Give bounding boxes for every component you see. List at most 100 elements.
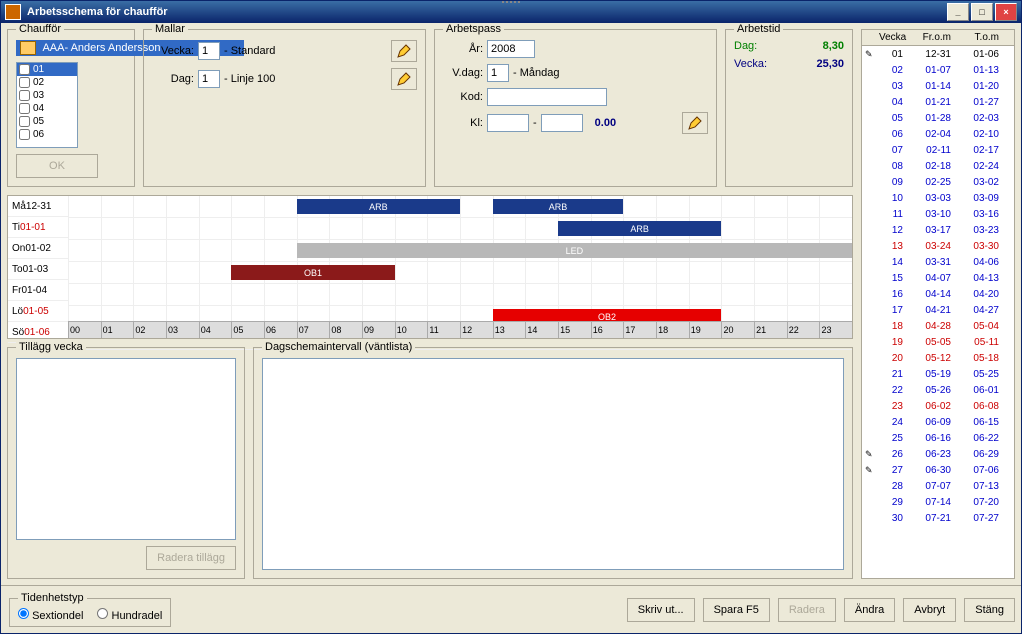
skriv-ut-button[interactable]: Skriv ut... — [627, 598, 695, 622]
tidenhet-sextiondel[interactable]: Sextiondel — [18, 608, 83, 622]
timeline-bar[interactable]: ARB — [493, 199, 624, 214]
week-table-row[interactable]: 2105-1905-25 — [862, 366, 1014, 382]
kl-duration: 0.00 — [595, 117, 616, 129]
week-table-row[interactable]: 2807-0707-13 — [862, 478, 1014, 494]
week-table-row[interactable]: 1103-1003-16 — [862, 206, 1014, 222]
chauffor-group: Chaufför AAA- Anders Andersson 01 02 03 … — [7, 29, 135, 187]
tidenhet-hundradel[interactable]: Hundradel — [97, 608, 162, 622]
avbryt-button[interactable]: Avbryt — [903, 598, 956, 622]
week-timeline[interactable]: Må 12-31Ti 01-01On 01-02To 01-03Fr 01-04… — [7, 195, 853, 339]
week-table-row[interactable]: 1604-1404-20 — [862, 286, 1014, 302]
resize-grip[interactable] — [481, 1, 541, 4]
radera-tillagg-button[interactable]: Radera tillägg — [146, 546, 236, 570]
week-table-row[interactable]: 0802-1802-24 — [862, 158, 1014, 174]
week-table-row[interactable]: 0201-0701-13 — [862, 62, 1014, 78]
timeline-row[interactable] — [68, 284, 852, 306]
andra-button[interactable]: Ändra — [844, 598, 895, 622]
mallar-dag-label: Dag: — [152, 73, 194, 85]
timeline-row[interactable]: OB1 — [68, 262, 852, 284]
week-table-row[interactable]: 1303-2403-30 — [862, 238, 1014, 254]
checklist-item[interactable]: 02 — [17, 76, 77, 89]
mallar-vecka-input[interactable] — [198, 42, 220, 60]
week-table-row[interactable]: 1804-2805-04 — [862, 318, 1014, 334]
week-table-row[interactable]: 1403-3104-06 — [862, 254, 1014, 270]
week-table-row[interactable]: 1203-1703-23 — [862, 222, 1014, 238]
vdag-input[interactable] — [487, 64, 509, 82]
radera-button[interactable]: Radera — [778, 598, 836, 622]
stang-button[interactable]: Stäng — [964, 598, 1015, 622]
pencil-icon — [688, 116, 702, 130]
week-table-row[interactable]: 0401-2101-27 — [862, 94, 1014, 110]
mallar-vecka-apply-button[interactable] — [391, 40, 417, 62]
kl-to-input[interactable] — [541, 114, 583, 132]
arbetstid-dag-label: Dag: — [734, 40, 757, 52]
week-table-row[interactable]: ✎2706-3007-06 — [862, 462, 1014, 478]
arbetstid-vecka-val: 25,30 — [816, 58, 844, 70]
week-table-row[interactable]: 2306-0206-08 — [862, 398, 1014, 414]
chauffor-checklist[interactable]: 01 02 03 04 05 06 — [16, 62, 78, 148]
arbetspass-group: Arbetspass År: V.dag: - Måndag Kod: — [434, 29, 717, 187]
timeline-bar[interactable]: ARB — [558, 221, 721, 236]
window-title: Arbetsschema för chaufför — [27, 6, 168, 18]
maximize-button[interactable]: □ — [971, 3, 993, 21]
week-table-row[interactable]: 2506-1606-22 — [862, 430, 1014, 446]
week-table-row[interactable]: 1504-0704-13 — [862, 270, 1014, 286]
spara-button[interactable]: Spara F5 — [703, 598, 770, 622]
week-table-row[interactable]: 1704-2104-27 — [862, 302, 1014, 318]
mallar-dag-apply-button[interactable] — [391, 68, 417, 90]
week-table-row[interactable]: 0702-1102-17 — [862, 142, 1014, 158]
vdag-name: - Måndag — [513, 67, 559, 79]
minimize-button[interactable]: _ — [947, 3, 969, 21]
week-table-header: Vecka Fr.o.m T.o.m — [862, 30, 1014, 46]
timeline-row[interactable]: LED — [68, 240, 852, 262]
week-table-row[interactable]: 2005-1205-18 — [862, 350, 1014, 366]
person-icon — [20, 41, 36, 55]
arbetstid-legend: Arbetstid — [734, 23, 783, 35]
week-table-row[interactable]: 0501-2802-03 — [862, 110, 1014, 126]
timeline-row-label: Sö 01-06 — [8, 322, 68, 343]
checklist-item[interactable]: 05 — [17, 115, 77, 128]
ar-label: År: — [443, 43, 483, 55]
kl-apply-button[interactable] — [682, 112, 708, 134]
week-table-row[interactable]: 1003-0303-09 — [862, 190, 1014, 206]
week-table-row[interactable]: 1905-0505-11 — [862, 334, 1014, 350]
week-table-row[interactable]: 2406-0906-15 — [862, 414, 1014, 430]
arbetstid-dag-val: 8,30 — [823, 40, 844, 52]
week-table-rows[interactable]: ✎0112-3101-060201-0701-130301-1401-20040… — [862, 46, 1014, 578]
app-icon — [5, 4, 21, 20]
mallar-vecka-name: - Standard — [224, 45, 387, 57]
week-table-row[interactable]: 3007-2107-27 — [862, 510, 1014, 526]
week-table-row[interactable]: 0301-1401-20 — [862, 78, 1014, 94]
arbetstid-group: Arbetstid Dag: 8,30 Vecka: 25,30 — [725, 29, 853, 187]
week-table-row[interactable]: 0902-2503-02 — [862, 174, 1014, 190]
week-table-row[interactable]: 0602-0402-10 — [862, 126, 1014, 142]
checklist-item[interactable]: 03 — [17, 89, 77, 102]
close-button[interactable]: × — [995, 3, 1017, 21]
kl-from-input[interactable] — [487, 114, 529, 132]
week-table-row[interactable]: 2907-1407-20 — [862, 494, 1014, 510]
titlebar: Arbetsschema för chaufför _ □ × — [1, 1, 1021, 23]
timeline-bar[interactable]: ARB — [297, 199, 460, 214]
kod-input[interactable] — [487, 88, 607, 106]
mallar-dag-input[interactable] — [198, 70, 220, 88]
dagschema-group: Dagschemaintervall (väntlista) — [253, 347, 853, 579]
timeline-row-label: Ti 01-01 — [8, 217, 68, 238]
timeline-row[interactable]: ARB ARB — [68, 196, 852, 218]
checklist-item[interactable]: 01 — [17, 63, 77, 76]
checklist-item[interactable]: 04 — [17, 102, 77, 115]
ar-input[interactable] — [487, 40, 535, 58]
dagschema-list[interactable] — [262, 358, 844, 570]
timeline-row[interactable]: ARB — [68, 218, 852, 240]
week-table-row[interactable]: ✎2606-2306-29 — [862, 446, 1014, 462]
week-table-row[interactable]: ✎0112-3101-06 — [862, 46, 1014, 62]
timeline-bar[interactable]: LED — [297, 243, 852, 258]
timeline-bar[interactable]: OB1 — [231, 265, 394, 280]
mallar-group: Mallar Vecka: - Standard Dag: - Linje 10… — [143, 29, 426, 187]
tillagg-group: Tillägg vecka Radera tillägg — [7, 347, 245, 579]
ok-button[interactable]: OK — [16, 154, 98, 178]
checklist-item[interactable]: 06 — [17, 128, 77, 141]
app-window: Arbetsschema för chaufför _ □ × Chaufför… — [0, 0, 1022, 634]
week-table-row[interactable]: 2205-2606-01 — [862, 382, 1014, 398]
tillagg-list[interactable] — [16, 358, 236, 540]
timeline-row-label: Må 12-31 — [8, 196, 68, 217]
